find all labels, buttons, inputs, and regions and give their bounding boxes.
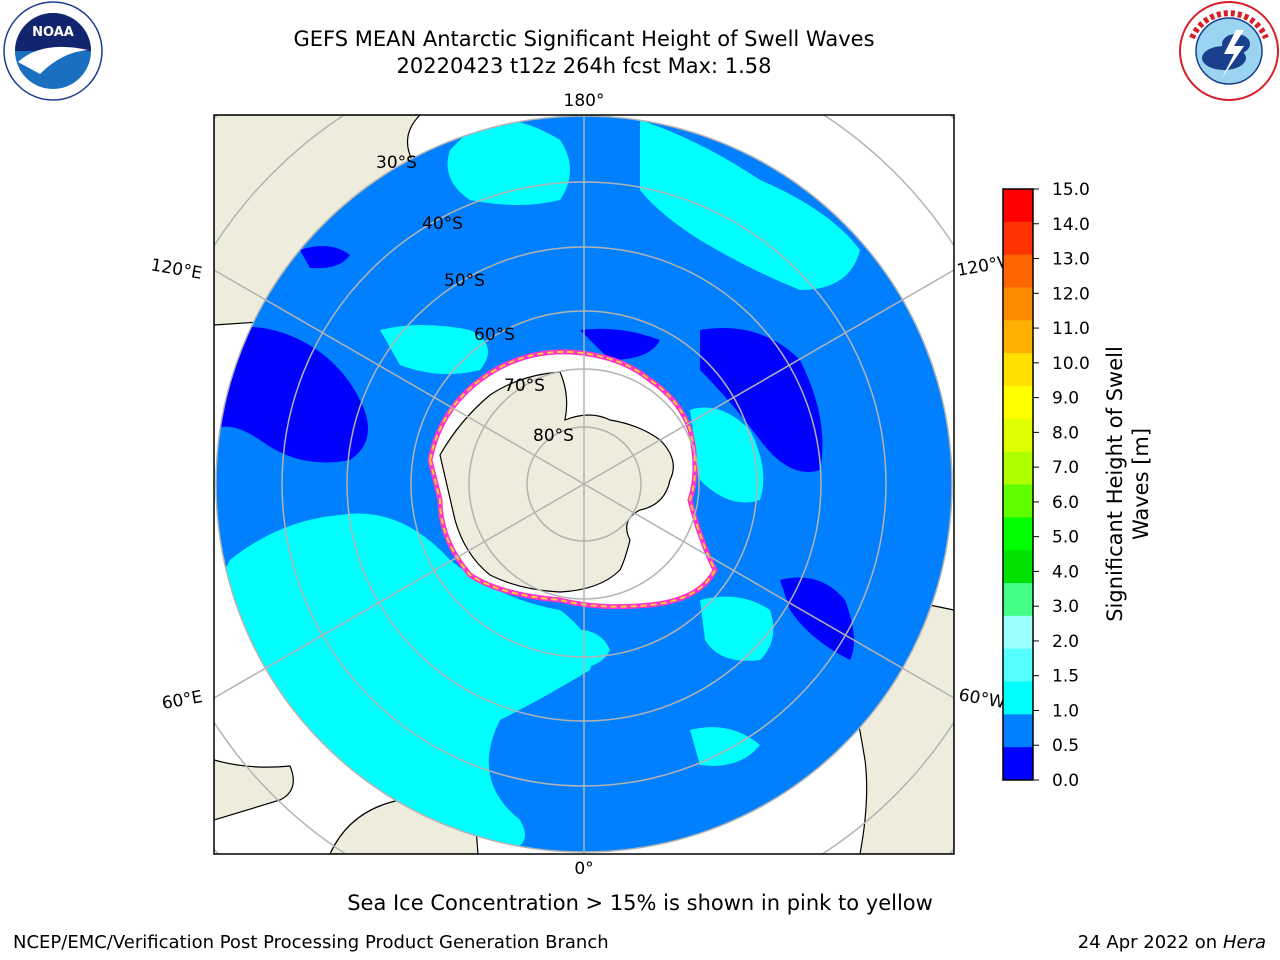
lat-label-40s: 40°S <box>422 214 463 234</box>
colorbar-band <box>1003 714 1033 748</box>
colorbar-tick-label: 1.5 <box>1052 667 1079 687</box>
lon-label-120e: 120°E <box>149 255 203 284</box>
map-content <box>214 115 954 854</box>
colorbar-band <box>1003 353 1033 387</box>
map-frame <box>213 114 955 855</box>
colorbar-tick-label: 10.0 <box>1052 354 1090 374</box>
footer-date: 24 Apr 2022 on Hera <box>1078 932 1266 953</box>
colorbar-tick-label: 1.0 <box>1052 701 1079 721</box>
lon-label-0: 0° <box>574 859 593 879</box>
colorbar-band <box>1003 550 1033 584</box>
colorbar-tick-label: 3.0 <box>1052 597 1079 617</box>
colorbar-band <box>1003 517 1033 551</box>
lat-label-50s: 50°S <box>444 271 485 291</box>
footer-branch: NCEP/EMC/Verification Post Processing Pr… <box>13 932 609 953</box>
colorbar-band <box>1003 189 1033 223</box>
colorbar-tick-label: 0.0 <box>1052 771 1079 791</box>
colorbar-tick-label: 4.0 <box>1052 562 1079 582</box>
colorbar-tick-label: 0.5 <box>1052 736 1079 756</box>
nws-logo <box>1179 1 1279 101</box>
footer-date-text: 24 Apr 2022 on <box>1077 932 1223 953</box>
lat-label-80s: 80°S <box>533 426 574 446</box>
colorbar-tick-label: 5.0 <box>1052 528 1079 548</box>
colorbar-tick-label: 9.0 <box>1052 389 1079 409</box>
title-line-1: GEFS MEAN Antarctic Significant Height o… <box>293 27 875 51</box>
noaa-logo-text: NOAA <box>32 25 74 40</box>
footer-system: Hera <box>1222 932 1266 953</box>
colorbar-band <box>1003 451 1033 485</box>
colorbar-band <box>1003 583 1033 617</box>
colorbar-tick-label: 14.0 <box>1052 215 1090 235</box>
colorbar-band <box>1003 615 1033 650</box>
colorbar-tick-label: 11.0 <box>1052 319 1090 339</box>
swell-low-regions <box>216 246 854 660</box>
colorbar-ticks: 15.0 14.0 13.0 12.0 11.0 10.0 9.0 8.0 7.0 6.0 5.0 4… <box>1033 180 1090 791</box>
lon-label-180: 180° <box>564 91 605 111</box>
colorbar-band <box>1003 747 1033 781</box>
colorbar <box>1003 189 1033 781</box>
lat-label-70s: 70°S <box>504 376 545 396</box>
colorbar-label-line-1: Significant Height of Swell <box>1103 346 1127 622</box>
colorbar-tick-label: 6.0 <box>1052 493 1079 513</box>
colorbar-band <box>1003 386 1033 420</box>
title-line-2: 20220423 t12z 264h fcst Max: 1.58 <box>396 54 772 78</box>
graticule <box>214 115 954 854</box>
colorbar-tick-label: 12.0 <box>1052 284 1090 304</box>
colorbar-tick-label: 8.0 <box>1052 423 1079 443</box>
noaa-logo: NOAA <box>3 1 103 101</box>
lon-label-60e: 60°E <box>160 687 204 714</box>
sea-ice-note: Sea Ice Concentration > 15% is shown in … <box>347 891 933 915</box>
chart-title: GEFS MEAN Antarctic Significant Height o… <box>0 26 1168 80</box>
colorbar-frame <box>1002 188 1034 781</box>
colorbar-band <box>1003 418 1033 453</box>
colorbar-tick-label: 13.0 <box>1052 250 1090 270</box>
colorbar-band <box>1003 221 1033 256</box>
colorbar-band <box>1003 320 1033 354</box>
colorbar-tick-label: 7.0 <box>1052 458 1079 478</box>
colorbar-band <box>1003 484 1033 518</box>
lat-label-60s: 60°S <box>474 325 515 345</box>
colorbar-band <box>1003 287 1033 321</box>
colorbar-band <box>1003 648 1033 682</box>
colorbar-band <box>1003 681 1033 715</box>
lon-label-60w: 60°W <box>957 685 1007 713</box>
colorbar-band <box>1003 254 1033 288</box>
colorbar-tick-label: 2.0 <box>1052 632 1079 652</box>
colorbar-label-line-2: Waves [m] <box>1129 428 1153 540</box>
colorbar-tick-label: 15.0 <box>1052 180 1090 200</box>
lat-label-30s: 30°S <box>376 153 417 173</box>
